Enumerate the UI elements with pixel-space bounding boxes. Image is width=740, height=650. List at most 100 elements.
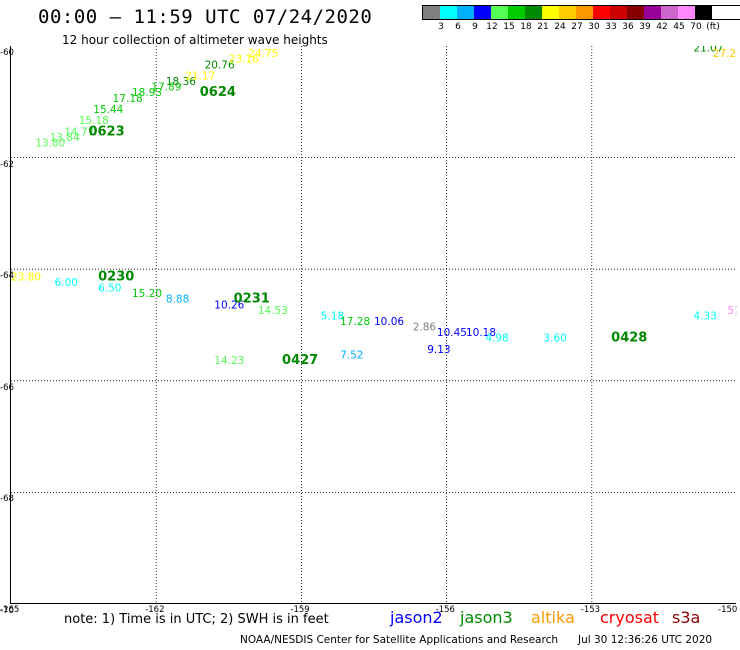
map-subtitle: 12 hour collection of altimeter wave hei… xyxy=(62,33,328,47)
map-title: 00:00 – 11:59 UTC 07/24/2020 xyxy=(38,6,373,28)
legend-swatch xyxy=(474,6,491,19)
swh-reading: 13.84 xyxy=(50,132,80,144)
time-tag: 0427 xyxy=(282,353,318,368)
swh-reading: 3.60 xyxy=(543,333,566,345)
swh-reading: 23.80 xyxy=(11,271,41,283)
lon-label: -156 xyxy=(435,605,455,615)
legend-label: 39 xyxy=(639,22,651,32)
swh-reading: 7.52 xyxy=(340,349,363,361)
legend-label: 27 xyxy=(571,22,583,32)
legend-swatches xyxy=(422,5,740,20)
color-legend: 3 6 9 12 15 18 21 24 27 30 33 36 39 42 45 70 (ft) xyxy=(422,5,740,34)
legend-label: (ft) xyxy=(706,22,720,32)
swh-reading: 20.76 xyxy=(205,59,235,71)
footnote: note: 1) Time is in UTC; 2) SWH is in fe… xyxy=(64,612,329,627)
swh-reading: 21.07 xyxy=(693,46,723,55)
swh-reading: 22.24 xyxy=(272,46,302,49)
time-tag: 0231 xyxy=(234,292,270,307)
swh-reading: 10.06 xyxy=(374,316,404,328)
swh-reading: 10.18 xyxy=(466,327,496,339)
time-tag: 0230 xyxy=(98,269,134,284)
lat-label: -64 xyxy=(0,271,14,282)
legend-label: 15 xyxy=(503,22,515,32)
legend-label: 70 xyxy=(690,22,702,32)
legend-label: 33 xyxy=(605,22,617,32)
lon-label: -162 xyxy=(145,605,165,615)
time-tag: 0624 xyxy=(200,85,236,100)
swh-reading: 5.18 xyxy=(321,310,344,322)
legend-swatch xyxy=(610,6,627,19)
legend-label: 9 xyxy=(472,22,478,32)
legend-label: 30 xyxy=(588,22,600,32)
lon-label: -159 xyxy=(290,605,310,615)
legend-swatch xyxy=(559,6,576,19)
map-frame: 13.80 13.84 14.77 15.18 15.44 17.18 18.93 17.89… xyxy=(10,46,737,604)
legend-swatch xyxy=(576,6,593,19)
swh-reading: 27.24 xyxy=(713,48,737,60)
swh-reading: 21.17 xyxy=(185,70,215,82)
swh-reading: 15.18 xyxy=(79,115,109,127)
legend-label: 24 xyxy=(554,22,566,32)
satellite-jason3: jason3 xyxy=(460,608,513,627)
credit-text: NOAA/NESDIS Center for Satellite Applica… xyxy=(240,634,558,646)
legend-swatch xyxy=(508,6,525,19)
lon-label: -165 xyxy=(0,605,20,615)
swh-reading: 14.23 xyxy=(214,355,244,367)
legend-swatch xyxy=(661,6,678,19)
swh-reading: 10.26 xyxy=(214,299,244,311)
swh-reading: 17.18 xyxy=(113,93,143,105)
lon-label: -153 xyxy=(580,605,601,615)
satellite-s3a: s3a xyxy=(672,608,701,627)
legend-label: 18 xyxy=(520,22,532,32)
swh-reading: 6.50 xyxy=(98,283,121,295)
legend-label: 21 xyxy=(537,22,549,32)
legend-swatch xyxy=(423,6,440,19)
legend-label: 45 xyxy=(673,22,685,32)
lat-label: -60 xyxy=(0,48,14,58)
generated-timestamp: Jul 30 12:36:26 UTC 2020 xyxy=(578,634,713,646)
legend-swatch xyxy=(457,6,474,19)
legend-swatch xyxy=(644,6,661,19)
swh-reading: 24.75 xyxy=(248,48,278,60)
satellite-altika: altika xyxy=(531,608,575,627)
satellite-cryosat: cryosat xyxy=(600,608,660,627)
swh-reading: 14.53 xyxy=(258,305,288,317)
time-tag: 0428 xyxy=(611,331,647,346)
swh-reading: 18.93 xyxy=(132,87,162,99)
map-plot: 13.8013.8414.7715.1815.4417.1818.9317.89… xyxy=(11,46,737,604)
legend-label: 42 xyxy=(656,22,668,32)
lat-label: -66 xyxy=(0,382,14,393)
lat-label: -62 xyxy=(0,159,14,170)
swh-reading: 18.36 xyxy=(166,76,196,88)
swh-reading: 13.80 xyxy=(35,137,65,149)
legend-label: 3 xyxy=(438,22,444,32)
swh-reading: 9.13 xyxy=(427,344,450,356)
swh-reading: 51.37 xyxy=(727,305,737,317)
legend-swatch xyxy=(491,6,508,19)
legend-swatch xyxy=(695,6,712,19)
satellite-jason2: jason2 xyxy=(390,608,443,627)
legend-swatch xyxy=(627,6,644,19)
swh-reading: 6.00 xyxy=(55,277,78,289)
swh-reading: 15.20 xyxy=(132,288,162,300)
swh-reading: 23.16 xyxy=(229,54,259,66)
lat-label: -68 xyxy=(0,494,14,505)
swh-reading: 15.44 xyxy=(93,104,123,116)
lat-label: -70 xyxy=(0,606,14,616)
swh-reading: 2.86 xyxy=(413,322,437,334)
swh-reading: 4.33 xyxy=(693,310,716,322)
swh-reading: 17.89 xyxy=(151,82,181,94)
swh-reading: 10.45 xyxy=(437,327,467,339)
swh-reading: 8.88 xyxy=(166,294,189,306)
legend-swatch xyxy=(542,6,559,19)
swh-reading: 14.77 xyxy=(64,126,94,138)
swh-reading: 21.42 xyxy=(669,46,699,49)
time-tag: 0035 xyxy=(703,46,737,50)
lon-label: -150 xyxy=(718,605,738,615)
legend-swatch xyxy=(678,6,695,19)
time-tag: 0623 xyxy=(88,124,124,139)
legend-label: 12 xyxy=(486,22,498,32)
legend-swatch xyxy=(440,6,457,19)
legend-label: 6 xyxy=(455,22,461,32)
swh-reading: 4.98 xyxy=(485,333,508,345)
